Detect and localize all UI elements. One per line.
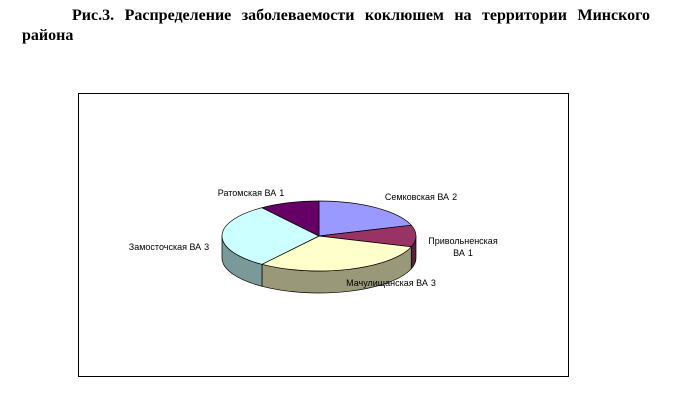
slice	[260, 235, 412, 272]
value-label: 2	[452, 192, 458, 202]
chart: Семковская ВА 2 Привольненская ВА 1 Мачулища…	[78, 93, 569, 377]
slice	[260, 200, 320, 237]
chart-title: Рис.3. Распределение заболеваемости кокл…	[22, 7, 650, 44]
slice-label: Привольненская ВА 1	[423, 235, 503, 259]
value-label: 1	[279, 188, 285, 198]
slice-label: Замосточская ВА 3	[114, 241, 224, 253]
category-label: Замосточская ВА	[128, 242, 202, 252]
slice	[318, 200, 412, 237]
category-label: Мачулищанская ВА	[346, 278, 428, 288]
category-label: Привольненская ВА	[428, 236, 498, 258]
value-label: 3	[204, 242, 210, 252]
slice-label: Ратомская ВА 1	[196, 187, 306, 199]
slice	[221, 207, 320, 265]
pie-area	[221, 200, 417, 294]
category-label: Семковская ВА	[384, 192, 450, 202]
value-label: 1	[467, 248, 473, 258]
slice-label: Семковская ВА 2	[366, 191, 476, 203]
value-label: 3	[430, 278, 436, 288]
category-label: Ратомская ВА	[217, 188, 277, 198]
slice-label: Мачулищанская ВА 3	[346, 277, 436, 289]
